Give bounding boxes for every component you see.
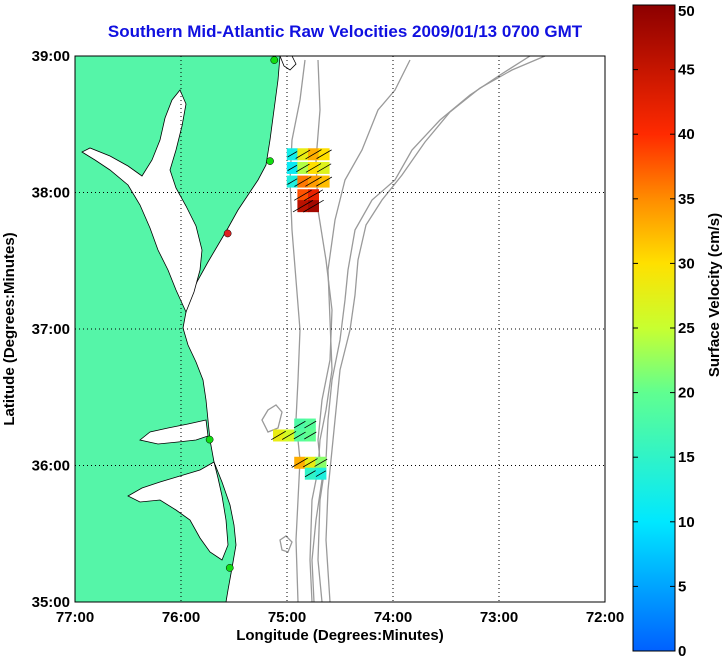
velocity-vector — [304, 420, 317, 429]
hf-radar-station — [223, 229, 232, 238]
colorbar-tick-label: 5 — [678, 578, 686, 595]
velocity-vector — [293, 189, 312, 201]
bay-water — [81, 89, 203, 314]
velocity-vector — [293, 431, 306, 440]
velocity-vector — [282, 431, 297, 440]
velocity-vector — [296, 163, 310, 173]
velocity-vector — [304, 470, 316, 478]
velocity-vector — [316, 176, 333, 187]
velocity-vector — [287, 164, 298, 171]
plot-title: Southern Mid-Atlantic Raw Velocities 200… — [107, 22, 583, 41]
hf-radar-station — [270, 56, 279, 64]
x-axis-label: Longitude (Degrees:Minutes) — [236, 627, 444, 644]
hf-radar-station — [205, 435, 214, 444]
velocity-vector — [314, 458, 328, 467]
x-tick-label: 77:00 — [56, 609, 94, 626]
colorbar-tick-label: 40 — [678, 126, 695, 143]
x-tick-label: 73:00 — [480, 609, 518, 626]
velocity-vector — [287, 178, 298, 185]
velocity-vector — [294, 176, 312, 187]
colorbar-tick-label: 30 — [678, 255, 695, 272]
x-tick-label: 76:00 — [162, 609, 200, 626]
colorbar-label: Surface Velocity (cm/s) — [706, 213, 723, 377]
velocity-vector — [271, 430, 286, 441]
colorbar — [632, 4, 676, 652]
velocity-vector — [304, 431, 317, 440]
y-tick-label: 39:00 — [32, 48, 70, 65]
velocity-vector — [287, 151, 298, 158]
y-axis-label: Latitude (Degrees:Minutes) — [1, 232, 18, 425]
plot-frame — [74, 55, 606, 603]
velocity-vector — [291, 457, 308, 468]
hf-radar-station — [225, 564, 234, 572]
y-tick-label: 36:00 — [32, 458, 70, 475]
colorbar-tick-label: 0 — [678, 643, 686, 659]
velocity-vector — [303, 199, 324, 213]
velocity-vector — [292, 200, 314, 213]
sound-water — [127, 461, 229, 561]
x-axis-ticks: 77:00 76:00 75:00 74:00 73:00 72:00 — [56, 609, 624, 626]
velocity-vector — [305, 176, 322, 187]
y-tick-label: 37:00 — [32, 321, 70, 338]
velocity-vector — [295, 149, 311, 159]
y-tick-label: 38:00 — [32, 185, 70, 202]
velocity-vector — [302, 458, 318, 468]
station-layer — [205, 56, 279, 572]
colorbar-tick-label: 50 — [678, 3, 695, 20]
grid-lines — [75, 56, 605, 602]
velocity-layer — [271, 148, 333, 480]
y-axis-ticks: 39:00 38:00 37:00 36:00 35:00 — [32, 48, 70, 611]
colorbar-tick-label: 25 — [678, 320, 695, 337]
sound-water-north — [139, 419, 209, 445]
delaware-bay — [279, 56, 297, 71]
colorbar-tick-label: 20 — [678, 385, 695, 402]
x-tick-label: 74:00 — [374, 609, 412, 626]
velocity-vector — [305, 163, 322, 173]
colorbar-tick-label: 45 — [678, 62, 695, 79]
colorbar-tick-label: 10 — [678, 514, 695, 531]
velocity-vector — [316, 149, 332, 160]
velocity-vector — [293, 420, 306, 429]
y-tick-label: 35:00 — [32, 594, 70, 611]
velocity-vector — [303, 189, 324, 202]
velocity-vector — [305, 149, 322, 160]
hf-radar-station — [266, 157, 274, 165]
colorbar-tick-label: 35 — [678, 191, 695, 208]
x-tick-label: 72:00 — [586, 609, 624, 626]
velocity-vector — [315, 470, 327, 477]
x-tick-label: 75:00 — [268, 609, 306, 626]
colorbar-tick-label: 15 — [678, 449, 695, 466]
velocity-vector — [316, 163, 332, 173]
land-mass — [75, 56, 281, 602]
